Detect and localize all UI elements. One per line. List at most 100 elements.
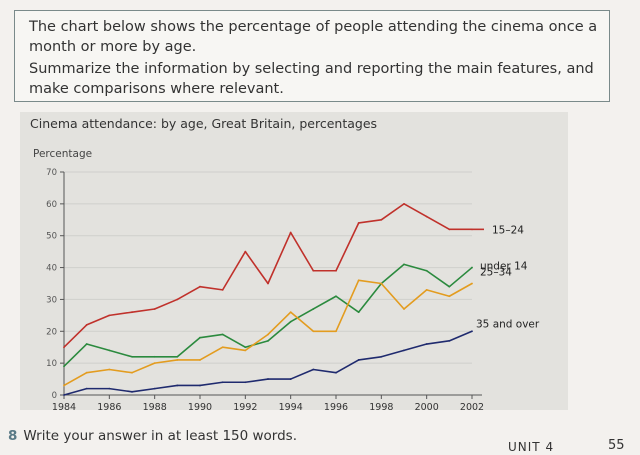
y-tick-label-0: 0 <box>52 391 57 401</box>
data-point-3-16 <box>425 343 428 345</box>
data-point-1-5 <box>176 355 179 358</box>
series-label-3: 35 and over <box>476 318 540 330</box>
data-point-2-11 <box>312 330 315 333</box>
data-point-1-17 <box>448 285 451 288</box>
data-point-3-14 <box>380 355 383 358</box>
data-point-2-8 <box>244 349 247 352</box>
data-point-0-14 <box>380 218 383 221</box>
data-point-3-0 <box>63 394 65 396</box>
data-point-2-0 <box>63 384 65 387</box>
task-instructions-box: The chart below shows the percentage of … <box>14 10 610 102</box>
data-point-0-16 <box>425 215 428 218</box>
data-point-3-6 <box>199 384 201 387</box>
data-point-1-3 <box>131 355 133 358</box>
page-number: 55 <box>608 438 625 453</box>
y-tick-label-50: 50 <box>46 232 57 242</box>
data-point-2-14 <box>380 282 383 285</box>
data-point-2-5 <box>176 359 179 361</box>
data-point-1-10 <box>289 320 292 323</box>
data-point-3-17 <box>448 339 451 342</box>
data-point-1-15 <box>403 263 405 266</box>
data-point-1-6 <box>199 336 201 339</box>
chart-title: Cinema attendance: by age, Great Britain… <box>30 116 378 131</box>
x-tick-label-1988: 1988 <box>143 402 167 413</box>
y-tick-label-30: 30 <box>46 295 57 305</box>
data-point-0-8 <box>244 250 247 253</box>
data-point-3-10 <box>289 378 292 380</box>
data-point-0-15 <box>403 202 405 205</box>
x-tick-label-1992: 1992 <box>233 402 257 413</box>
data-point-2-16 <box>425 288 428 291</box>
data-point-1-18 <box>471 266 473 269</box>
data-point-2-13 <box>357 279 360 282</box>
data-point-0-0 <box>63 346 65 349</box>
x-tick-label-1994: 1994 <box>279 402 303 413</box>
data-point-3-18 <box>471 330 473 333</box>
data-point-1-13 <box>357 311 360 314</box>
series-label-2: 25–34 <box>480 267 512 279</box>
data-point-0-13 <box>357 222 360 224</box>
data-point-2-1 <box>85 371 88 374</box>
data-point-1-0 <box>63 365 65 368</box>
data-point-2-17 <box>448 295 451 298</box>
exercise-text: Write your answer in at least 150 words. <box>23 428 298 444</box>
x-tick-label-1984: 1984 <box>52 402 76 413</box>
y-tick-label-10: 10 <box>46 359 57 369</box>
data-point-0-7 <box>221 288 224 291</box>
y-tick-label-20: 20 <box>46 327 57 337</box>
data-point-2-2 <box>108 368 111 371</box>
data-point-3-3 <box>131 390 133 393</box>
data-point-3-15 <box>403 349 405 352</box>
data-point-1-1 <box>85 343 88 345</box>
data-point-0-6 <box>199 285 201 288</box>
data-point-0-2 <box>108 314 111 317</box>
data-point-1-16 <box>425 269 428 272</box>
data-point-1-12 <box>335 295 337 298</box>
data-point-1-7 <box>221 333 224 336</box>
data-point-3-2 <box>108 387 111 390</box>
exercise-number: 8 <box>8 428 18 444</box>
y-tick-label-60: 60 <box>46 200 57 210</box>
data-point-1-9 <box>267 339 269 342</box>
data-point-0-4 <box>153 308 156 310</box>
data-point-0-9 <box>267 282 269 285</box>
series-line-0 <box>63 203 472 348</box>
data-point-2-15 <box>403 308 405 310</box>
x-tick-label-1986: 1986 <box>97 402 121 413</box>
data-point-1-8 <box>244 346 247 349</box>
y-tick-label-40: 40 <box>46 264 57 274</box>
data-point-0-10 <box>289 231 292 234</box>
x-tick-label-2000: 2000 <box>415 402 439 413</box>
x-tick-label-2002: 2002 <box>460 402 484 413</box>
series-label-1: under 14 <box>480 261 528 273</box>
data-point-2-3 <box>131 371 133 374</box>
chart-panel <box>20 112 568 410</box>
data-point-2-4 <box>153 362 156 365</box>
data-point-2-6 <box>199 359 201 361</box>
footer-instruction: 8 Write your answer in at least 150 words… <box>8 428 297 444</box>
data-point-1-4 <box>153 355 156 358</box>
data-point-1-2 <box>108 349 111 352</box>
data-point-2-12 <box>335 330 337 333</box>
data-point-0-1 <box>85 324 88 326</box>
data-point-2-7 <box>221 346 224 349</box>
data-point-3-7 <box>221 381 224 384</box>
task-line-1: The chart below shows the percentage of … <box>29 19 598 55</box>
data-point-2-10 <box>289 311 292 314</box>
y-axis-label: Percentage <box>33 148 93 160</box>
data-point-0-11 <box>312 269 315 272</box>
data-point-3-9 <box>267 378 269 380</box>
data-point-0-5 <box>176 298 179 301</box>
data-point-3-13 <box>357 359 360 361</box>
data-point-2-18 <box>471 282 473 285</box>
series-label-0: 15–24 <box>492 224 524 236</box>
series-line-1 <box>63 263 473 367</box>
data-point-3-8 <box>244 381 247 384</box>
x-tick-label-1996: 1996 <box>324 402 348 413</box>
data-point-0-17 <box>448 228 451 231</box>
x-tick-label-1990: 1990 <box>188 402 212 413</box>
data-point-3-11 <box>312 368 315 371</box>
data-point-0-12 <box>335 269 337 272</box>
data-point-3-12 <box>335 371 337 374</box>
